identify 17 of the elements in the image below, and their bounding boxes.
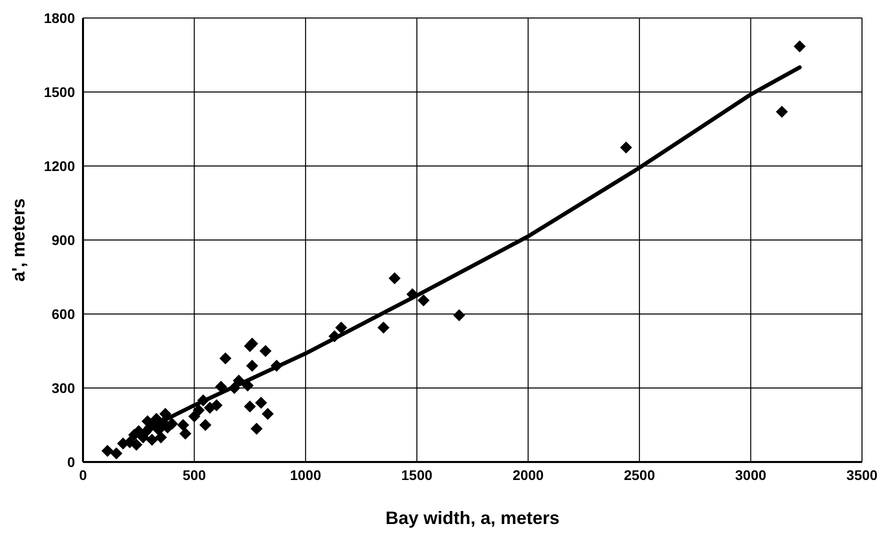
x-tick-label: 1000 — [290, 466, 322, 483]
y-tick-label: 1200 — [44, 158, 76, 174]
x-tick-label: 2000 — [512, 466, 544, 483]
x-tick-label: 3500 — [846, 466, 878, 483]
x-tick-label: 1500 — [401, 466, 433, 483]
x-tick-label: 2500 — [624, 466, 656, 483]
y-axis-title: a', meters — [8, 198, 28, 282]
y-tick-label: 300 — [52, 380, 76, 396]
y-tick-label: 600 — [52, 306, 76, 322]
y-tick-label: 1500 — [44, 84, 76, 100]
y-tick-label: 0 — [67, 454, 76, 470]
x-tick-label: 500 — [182, 466, 206, 483]
y-tick-label: 1800 — [44, 10, 76, 26]
x-axis-title: Bay width, a, meters — [385, 508, 560, 528]
x-tick-label: 0 — [79, 466, 88, 483]
y-tick-label: 900 — [52, 232, 76, 248]
x-tick-label: 3000 — [735, 466, 766, 483]
